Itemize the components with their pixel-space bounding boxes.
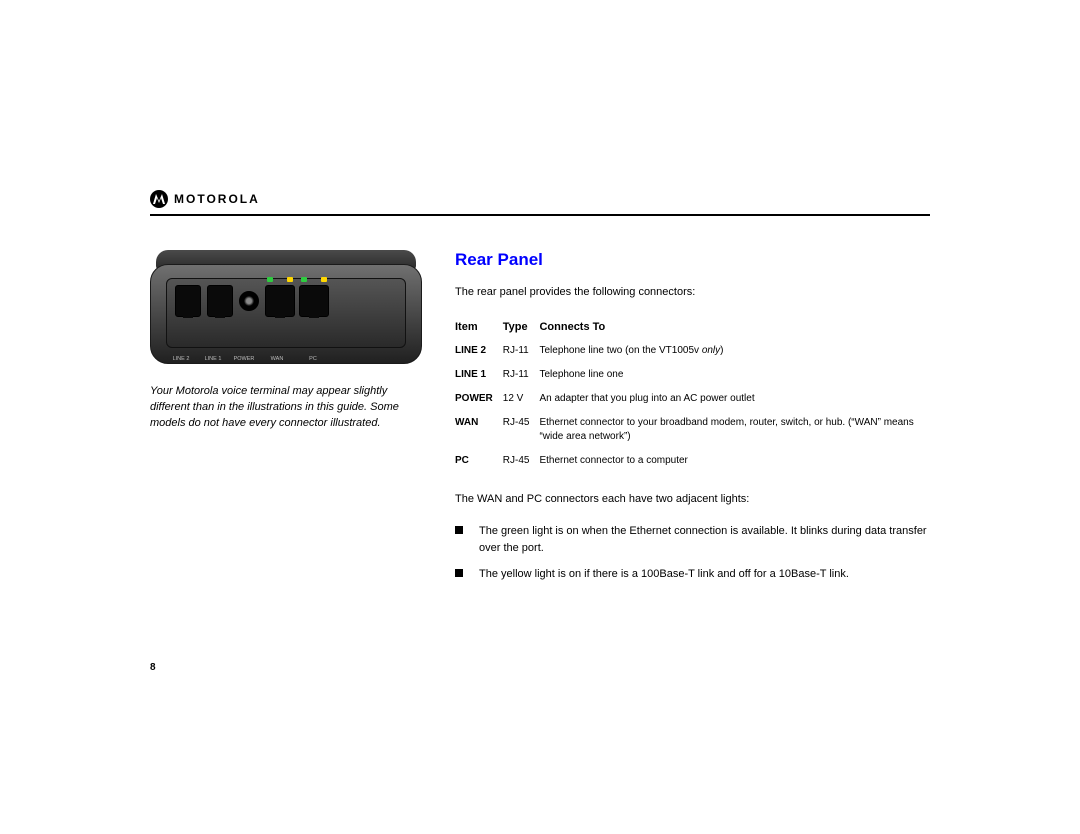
- port-label: PC: [298, 356, 328, 362]
- port-label: LINE 1: [200, 356, 226, 362]
- cell-desc: Telephone line two (on the VT1005v only): [539, 339, 930, 363]
- content-area: LINE 2 LINE 1 POWER WAN PC Your Motorola…: [150, 250, 930, 593]
- section-title: Rear Panel: [455, 250, 930, 270]
- port-label: WAN: [262, 356, 292, 362]
- table-row: LINE 2 RJ-11 Telephone line two (on the …: [455, 339, 930, 363]
- intro-text: The rear panel provides the following co…: [455, 284, 930, 301]
- device-illustration: LINE 2 LINE 1 POWER WAN PC: [150, 250, 422, 370]
- table-row: POWER 12 V An adapter that you plug into…: [455, 387, 930, 411]
- port-line2: [175, 285, 201, 317]
- right-column: Rear Panel The rear panel provides the f…: [455, 250, 930, 593]
- brand-text: MOTOROLA: [174, 192, 260, 206]
- port-line1: [207, 285, 233, 317]
- port-wan: [265, 285, 295, 317]
- port-power: [239, 291, 259, 311]
- led-wan-yellow: [287, 277, 293, 282]
- motorola-logo-icon: [150, 190, 168, 208]
- list-item: The green light is on when the Ethernet …: [455, 523, 930, 556]
- list-item: The yellow light is on if there is a 100…: [455, 566, 930, 583]
- outro-text: The WAN and PC connectors each have two …: [455, 491, 930, 508]
- bullet-list: The green light is on when the Ethernet …: [455, 523, 930, 583]
- col-item: Item: [455, 317, 503, 339]
- page-header: MOTOROLA: [150, 190, 930, 216]
- port-label: POWER: [232, 356, 256, 362]
- illustration-caption: Your Motorola voice terminal may appear …: [150, 384, 425, 432]
- port-pc: [299, 285, 329, 317]
- table-row: PC RJ-45 Ethernet connector to a compute…: [455, 449, 930, 473]
- manual-page: MOTOROLA: [150, 190, 930, 593]
- page-number: 8: [150, 662, 156, 673]
- table-row: WAN RJ-45 Ethernet connector to your bro…: [455, 411, 930, 449]
- col-connects: Connects To: [539, 317, 930, 339]
- led-pc-green: [301, 277, 307, 282]
- port-label-row: LINE 2 LINE 1 POWER WAN PC: [168, 356, 404, 362]
- table-row: LINE 1 RJ-11 Telephone line one: [455, 363, 930, 387]
- col-type: Type: [503, 317, 540, 339]
- connectors-table: Item Type Connects To LINE 2 RJ-11 Telep…: [455, 317, 930, 473]
- port-label: LINE 2: [168, 356, 194, 362]
- left-column: LINE 2 LINE 1 POWER WAN PC Your Motorola…: [150, 250, 425, 593]
- led-pc-yellow: [321, 277, 327, 282]
- led-wan-green: [267, 277, 273, 282]
- batwing-icon: [153, 194, 165, 204]
